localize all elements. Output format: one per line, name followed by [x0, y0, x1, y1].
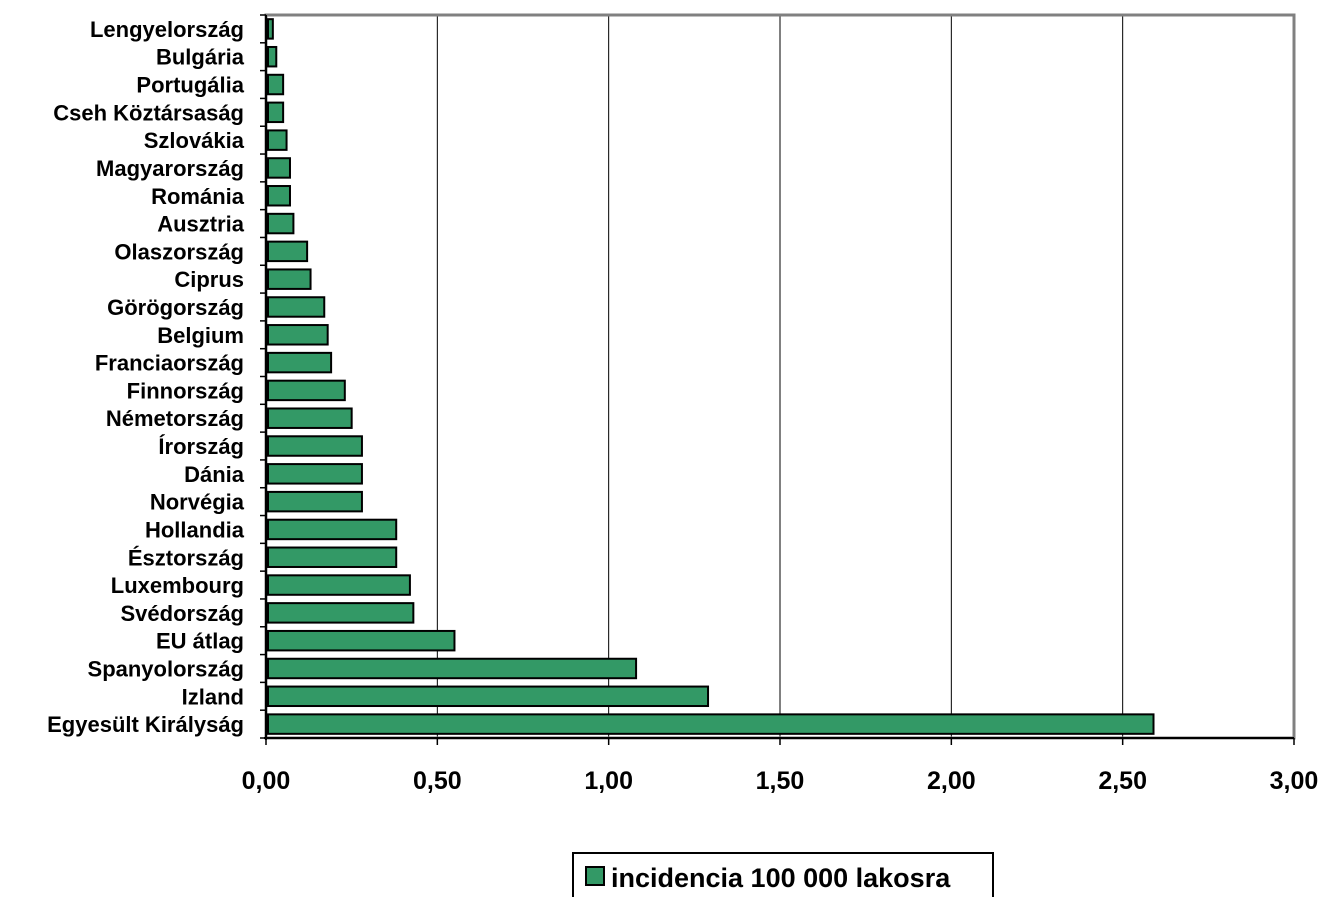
bar	[267, 268, 312, 290]
category-label: Portugália	[136, 73, 244, 98]
bar	[267, 602, 415, 624]
category-label: Hollandia	[145, 517, 245, 542]
category-label: Norvégia	[150, 490, 245, 515]
category-label: Magyarország	[96, 156, 244, 181]
category-label: Svédország	[121, 601, 245, 626]
bar	[267, 518, 398, 541]
category-label: Észtország	[128, 545, 244, 570]
category-label: Spanyolország	[88, 656, 244, 681]
category-label: Franciaország	[95, 351, 244, 376]
x-tick-label: 2,00	[927, 767, 976, 795]
category-label: Belgium	[157, 323, 244, 348]
category-label: Luxembourg	[111, 573, 244, 598]
bar	[267, 574, 411, 596]
bar	[267, 129, 288, 151]
bar	[267, 379, 346, 402]
bar	[267, 157, 291, 179]
bar	[267, 101, 285, 124]
bar	[267, 685, 710, 708]
bar	[267, 351, 333, 374]
bar	[267, 490, 363, 513]
axes	[260, 14, 1295, 745]
category-label: Lengyelország	[90, 17, 244, 42]
legend-label: incidencia 100 000 lakosra	[611, 863, 951, 893]
x-tick-label: 0,00	[242, 767, 291, 795]
category-label: Írország	[158, 434, 244, 459]
category-label: Szlovákia	[144, 128, 245, 153]
category-label: Görögország	[107, 295, 244, 320]
x-tick-label: 1,00	[584, 767, 633, 795]
category-label: Izland	[182, 684, 244, 709]
category-label: Finnország	[127, 378, 244, 403]
category-label: Ciprus	[174, 267, 244, 292]
bars	[267, 18, 1155, 735]
bar	[267, 18, 274, 40]
bar	[267, 73, 285, 96]
category-label: Ausztria	[157, 212, 245, 237]
bar	[267, 713, 1155, 735]
bar	[267, 296, 326, 318]
category-label: EU átlag	[156, 629, 244, 654]
bar	[267, 45, 278, 68]
bar	[267, 185, 291, 207]
x-tick-labels: 0,00 0,50 1,00 1,50 2,00 2,50 3,00	[242, 767, 1319, 795]
category-label: Egyesült Királyság	[47, 712, 244, 737]
bar	[267, 240, 309, 263]
legend-swatch	[585, 866, 605, 886]
x-tick-label: 0,50	[413, 767, 462, 795]
grid-lines	[436, 15, 1124, 738]
category-label: Németország	[106, 406, 244, 431]
x-tick-label: 3,00	[1270, 767, 1319, 795]
category-label: Cseh Köztársaság	[53, 100, 244, 125]
x-tick-label: 1,50	[756, 767, 805, 795]
bar	[267, 407, 353, 429]
bar	[267, 435, 363, 457]
category-label: Dánia	[184, 462, 245, 487]
bar	[267, 629, 456, 652]
category-label: Románia	[151, 184, 245, 209]
bar	[267, 546, 398, 568]
bar	[267, 657, 638, 680]
bar	[267, 324, 329, 346]
x-tick-label: 2,50	[1098, 767, 1147, 795]
category-label: Bulgária	[156, 45, 245, 70]
category-label: Olaszország	[114, 239, 244, 264]
bar	[267, 212, 295, 235]
legend-frame	[572, 852, 994, 902]
bar	[267, 463, 363, 485]
legend: incidencia 100 000 lakosra	[572, 852, 994, 902]
